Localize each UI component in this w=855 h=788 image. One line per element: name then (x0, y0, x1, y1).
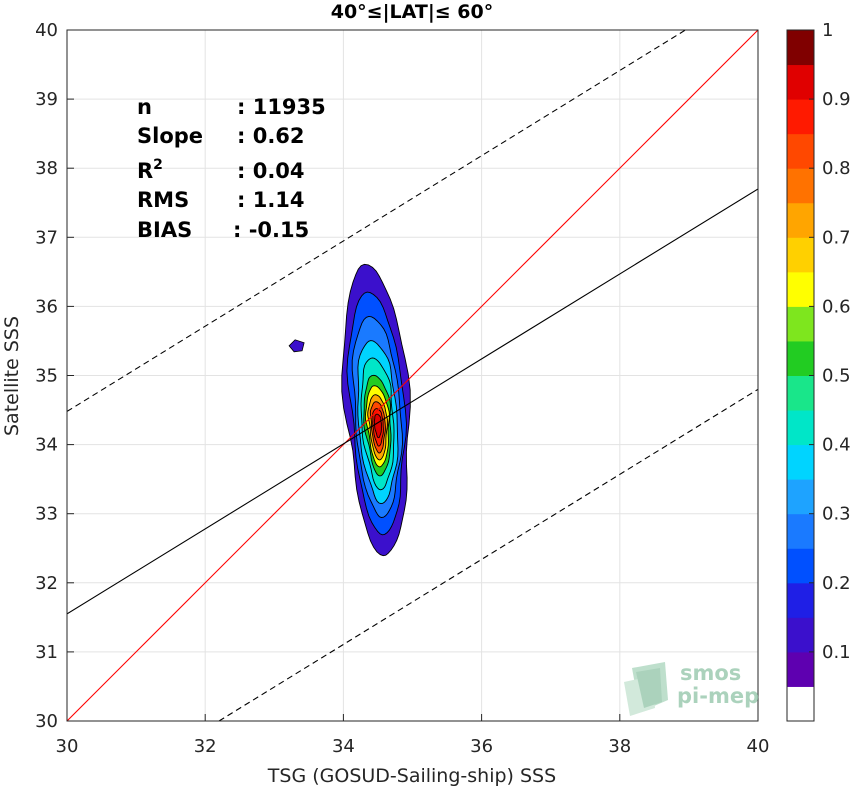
colorbar-tick-label: 0.5 (822, 366, 851, 387)
y-tick-label: 35 (35, 366, 58, 387)
colorbar-segment (787, 617, 814, 653)
density-contours (288, 263, 411, 557)
colorbar-segment (787, 271, 814, 307)
grid (66, 29, 759, 722)
logo-text-smos: smos (680, 661, 741, 685)
stat-value: : 0.04 (237, 159, 305, 183)
stat-value: : -0.15 (233, 218, 309, 242)
stat-value: : 0.62 (237, 124, 305, 148)
colorbar-tick-label: 0.2 (822, 573, 851, 594)
colorbar-segment (787, 168, 814, 204)
y-tick-label: 36 (35, 296, 58, 317)
upper-bound-line (67, 30, 686, 412)
colorbar-segment (787, 237, 814, 273)
lower-bound-line (218, 388, 758, 721)
colorbar-segment (787, 375, 814, 411)
colorbar-segment (787, 651, 814, 687)
colorbar-tick-label: 0.3 (822, 504, 851, 525)
colorbar-segment (787, 686, 814, 722)
colorbar-segment (787, 202, 814, 238)
stat-label: Slope (137, 124, 203, 148)
colorbar-segment (787, 306, 814, 342)
x-axis-label: TSG (GOSUD-Sailing-ship) SSS (267, 765, 556, 787)
colorbar-tick-label: 0.1 (822, 642, 851, 663)
fit-lines (67, 30, 758, 721)
x-tick-label: 40 (747, 736, 770, 757)
x-tick-label: 38 (608, 736, 631, 757)
stat-label: R2 (137, 157, 163, 183)
logo-text-pimep: pi-mep (677, 684, 759, 708)
colorbar-tick-label: 0.9 (822, 89, 851, 110)
y-tick-label: 30 (35, 711, 58, 732)
colorbar: 0.1 0.2 0.3 0.4 0.5 0.6 0.7 0.8 0.9 1 (786, 20, 851, 722)
colorbar-segment (787, 513, 814, 549)
y-tick-label: 39 (35, 89, 58, 110)
stat-value: : 11935 (237, 95, 326, 119)
y-tick-label: 40 (35, 20, 58, 41)
regression-line (67, 188, 758, 615)
chart-title: 40°≤|LAT|≤ 60° (331, 1, 494, 23)
colorbar-tick-label: 0.7 (822, 227, 851, 248)
colorbar-tick-label: 0.6 (822, 296, 851, 317)
colorbar-segment (787, 30, 814, 66)
colorbar-segment (787, 340, 814, 376)
colorbar-segment (787, 99, 814, 135)
colorbar-segment (787, 479, 814, 515)
y-tick-label: 37 (35, 227, 58, 248)
density-contour (373, 413, 382, 439)
x-tick-label: 36 (470, 736, 493, 757)
colorbar-segment (787, 444, 814, 480)
stat-label: RMS (137, 188, 189, 212)
x-tick-label: 30 (56, 736, 79, 757)
y-axis-ticks: 30 31 32 33 34 35 36 37 38 39 40 (35, 20, 74, 732)
logo-emblem (624, 662, 668, 716)
y-axis-label: Satellite SSS (1, 316, 23, 436)
colorbar-segment (787, 582, 814, 618)
stat-value: : 1.14 (237, 188, 305, 212)
colorbar-segment (787, 64, 814, 100)
colorbar-segment (787, 548, 814, 584)
colorbar-tick-label: 0.4 (822, 435, 851, 456)
y-tick-label: 32 (35, 573, 58, 594)
colorbar-segment (787, 133, 814, 169)
one-to-one-line (67, 30, 758, 721)
y-tick-label: 38 (35, 158, 58, 179)
y-tick-label: 34 (35, 435, 58, 456)
y-tick-label: 33 (35, 504, 58, 525)
smos-pimep-logo: smos pi-mep (624, 661, 759, 716)
stat-label: BIAS (137, 218, 192, 242)
colorbar-segment (787, 410, 814, 446)
stat-label: n (137, 95, 152, 119)
colorbar-tick-label: 1 (822, 20, 833, 41)
stats-block: n : 11935 Slope : 0.62 R2 : 0.04 RMS : 1.14 BIAS… (137, 95, 326, 242)
x-tick-label: 34 (332, 736, 355, 757)
colorbar-tick-label: 0.8 (822, 158, 851, 179)
x-tick-label: 32 (194, 736, 217, 757)
x-axis-ticks: 30 32 34 36 38 40 (56, 714, 770, 757)
isolated-density-blob (288, 339, 305, 353)
y-tick-label: 31 (35, 642, 58, 663)
